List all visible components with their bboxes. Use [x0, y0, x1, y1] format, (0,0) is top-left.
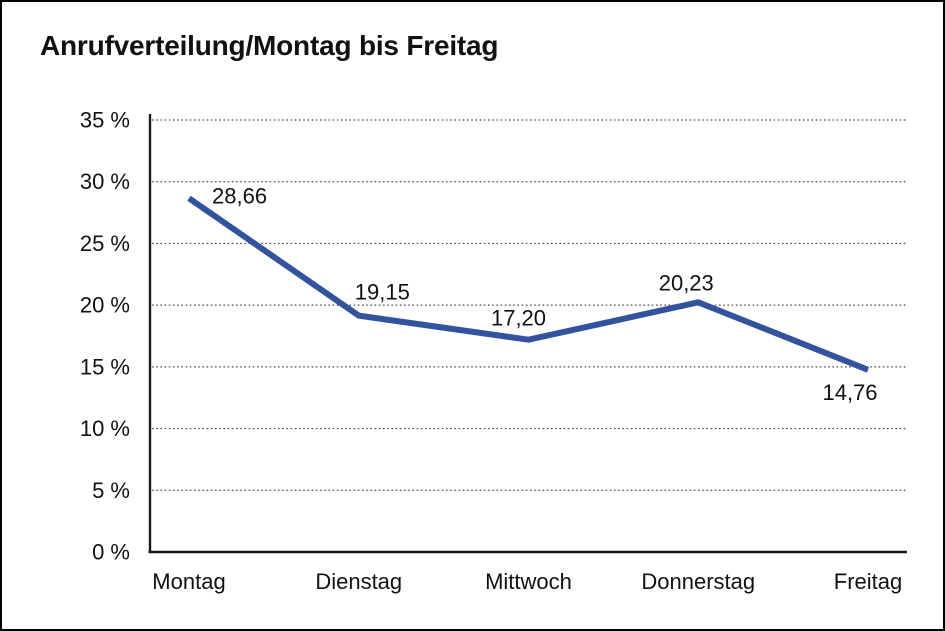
y-tick-label: 35 % — [80, 108, 130, 133]
y-tick-label: 20 % — [80, 293, 130, 318]
x-axis-label: Mittwoch — [485, 569, 572, 594]
x-axis-label: Montag — [152, 569, 225, 594]
data-point-label: 28,66 — [212, 183, 267, 208]
data-line — [187, 195, 870, 373]
x-axis-label: Freitag — [834, 569, 902, 594]
y-tick-label: 25 % — [80, 231, 130, 256]
y-tick-label: 5 % — [92, 478, 130, 503]
data-point-label: 20,23 — [659, 270, 714, 295]
data-point-label: 14,76 — [822, 380, 877, 405]
x-axis-label: Dienstag — [315, 569, 402, 594]
y-tick-label: 15 % — [80, 354, 130, 379]
data-point-label: 17,20 — [491, 306, 546, 331]
y-tick-label: 10 % — [80, 416, 130, 441]
data-point-label: 19,15 — [355, 280, 410, 305]
x-axis-label: Donnerstag — [641, 569, 755, 594]
y-tick-label: 30 % — [80, 169, 130, 194]
y-tick-label: 0 % — [92, 540, 130, 565]
chart-title: Anrufverteilung/Montag bis Freitag — [40, 30, 499, 61]
